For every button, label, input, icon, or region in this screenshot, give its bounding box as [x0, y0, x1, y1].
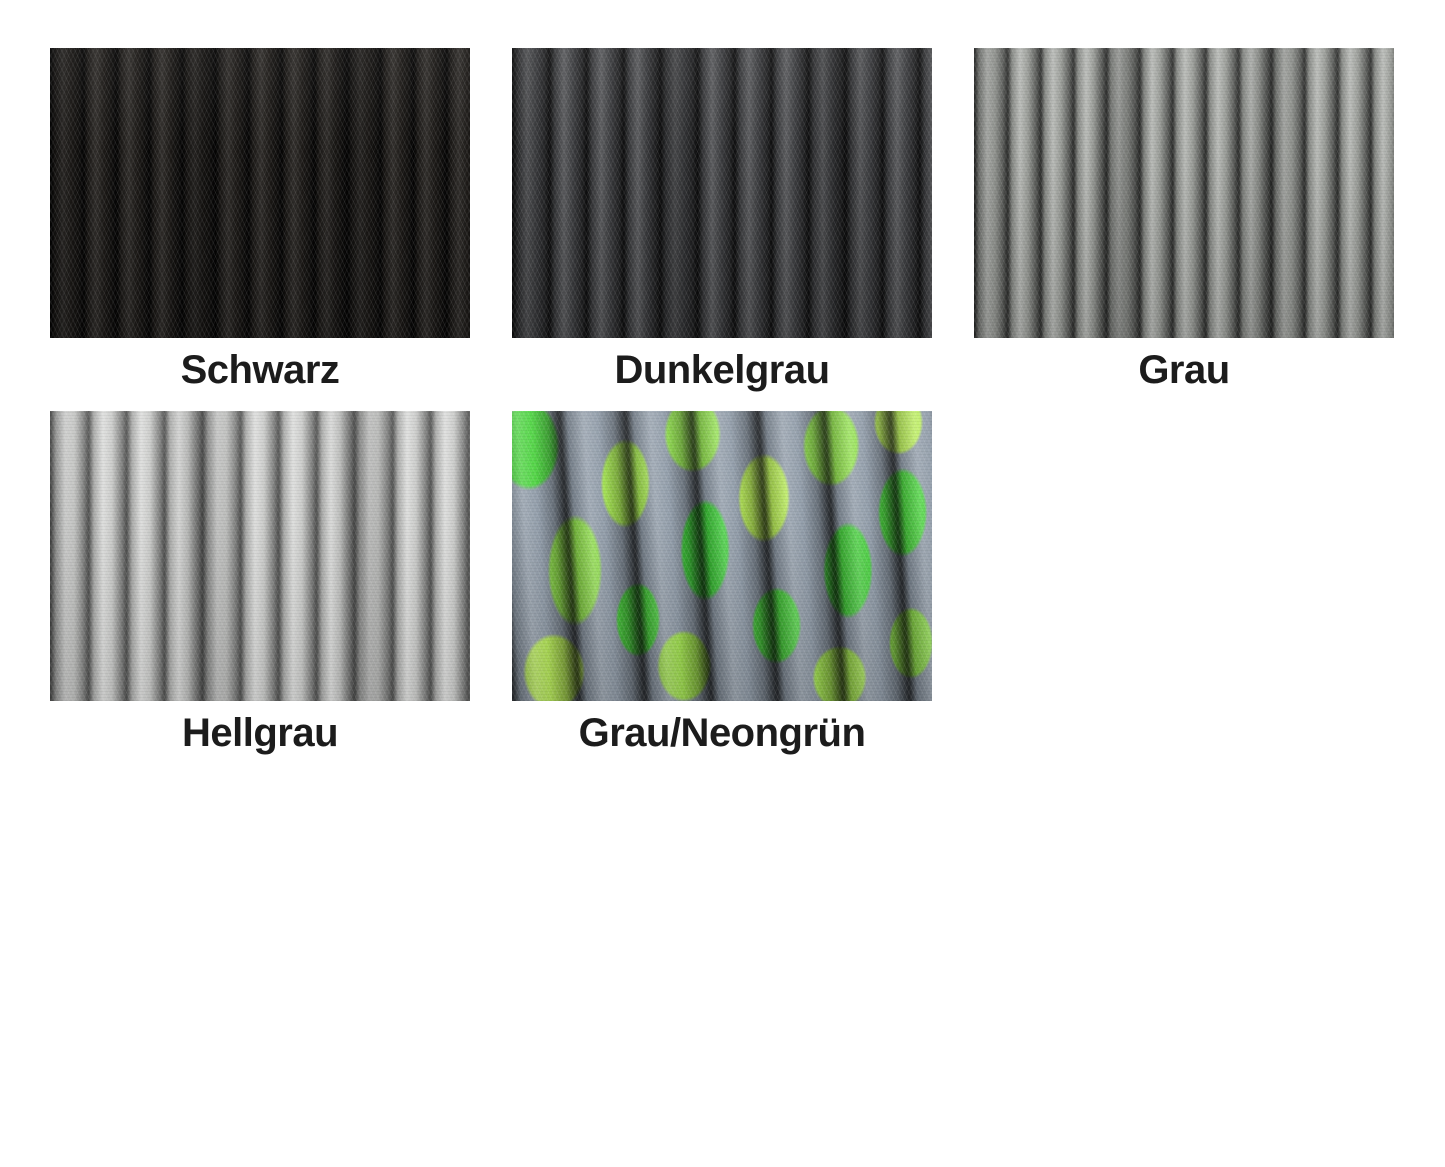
paracord-photo-dunkelgrau [512, 48, 932, 338]
swatch-label-hellgrau: Hellgrau [181, 711, 339, 755]
paracord-photo-grau [974, 48, 1394, 338]
swatch-cell-grau: Grau [974, 48, 1394, 394]
swatch-cell-dunkelgrau: Dunkelgrau [512, 48, 932, 394]
swatch-label-grau-neongruen: Grau/Neongrün [578, 711, 866, 755]
swatch-label-dunkelgrau: Dunkelgrau [614, 348, 830, 392]
swatch-cell-schwarz: Schwarz [50, 48, 470, 394]
swatch-label-grau: Grau [1138, 348, 1230, 392]
paracord-photo-grau-neongruen [512, 411, 932, 701]
swatch-label-schwarz: Schwarz [180, 348, 340, 392]
swatch-cell-hellgrau: Hellgrau [50, 411, 470, 757]
paracord-color-chart: Schwarz Dunkelgrau Grau Hellgrau Grau/Ne… [50, 48, 1394, 757]
paracord-photo-hellgrau [50, 411, 470, 701]
swatch-cell-grau-neongruen: Grau/Neongrün [512, 411, 932, 757]
paracord-photo-schwarz [50, 48, 470, 338]
